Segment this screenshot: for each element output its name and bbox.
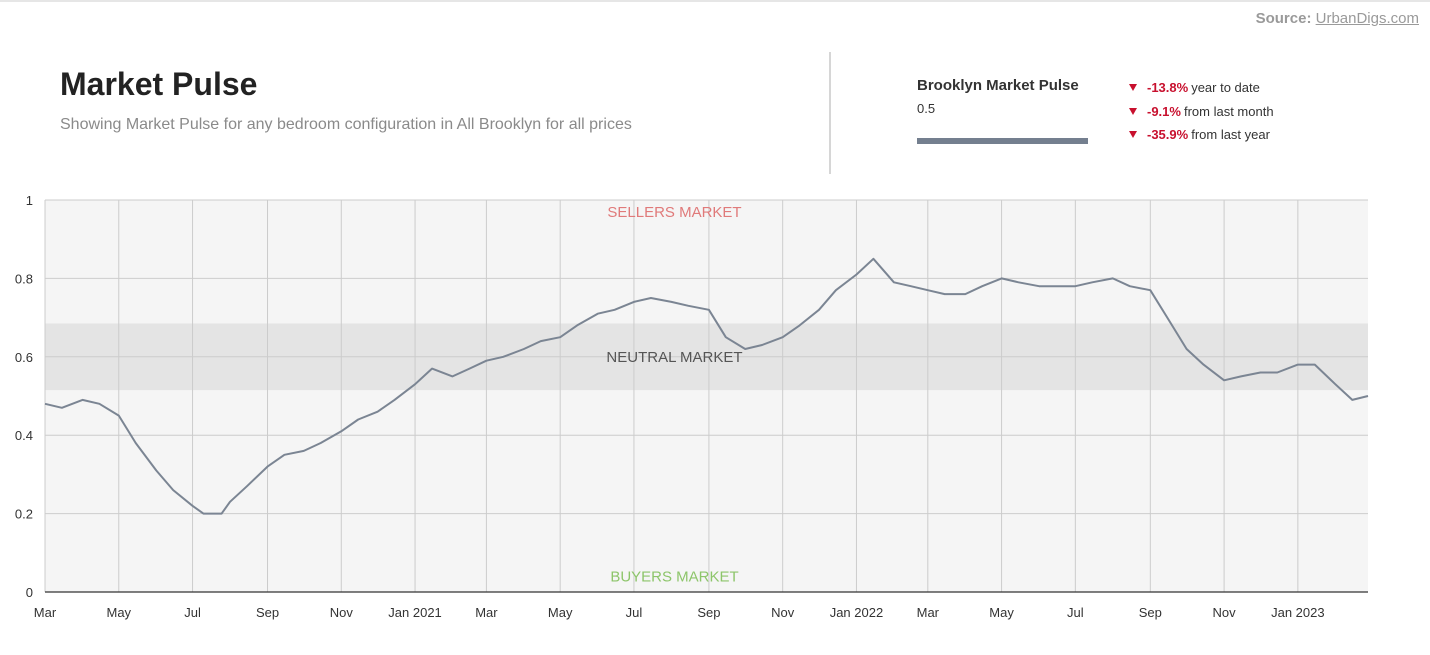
change-value: -9.1% xyxy=(1147,103,1181,119)
change-year: -35.9% from last year xyxy=(1129,127,1274,151)
x-tick-label: Jan 2023 xyxy=(1271,605,1325,620)
pulse-summary-title: Brooklyn Market Pulse xyxy=(917,77,1079,94)
change-value: -35.9% xyxy=(1147,127,1189,142)
x-tick-label: Jul xyxy=(184,605,201,620)
y-tick-label: 0.6 xyxy=(15,350,33,365)
y-tick-label: 0 xyxy=(26,585,33,600)
y-tick-label: 0.8 xyxy=(15,271,33,286)
x-tick-label: Mar xyxy=(475,605,498,620)
x-tick-label: Jan 2022 xyxy=(830,605,884,620)
change-label: from last month xyxy=(1183,103,1274,119)
change-label: from last year xyxy=(1191,127,1270,142)
header-divider xyxy=(829,52,831,174)
change-label: year to date xyxy=(1191,80,1260,95)
y-tick-label: 0.4 xyxy=(15,428,33,443)
page-title: Market Pulse xyxy=(60,66,258,102)
x-tick-label: Jul xyxy=(626,605,643,620)
x-tick-label: Jan 2021 xyxy=(388,605,442,620)
down-arrow-icon xyxy=(1129,107,1137,115)
top-rule xyxy=(0,0,1430,2)
change-list: -13.8% year to date -9.1% from last month … xyxy=(1129,80,1274,151)
zone-label: BUYERS MARKET xyxy=(610,568,738,585)
pulse-level-bar xyxy=(917,138,1088,144)
pulse-summary-value: 0.5 xyxy=(917,101,936,116)
x-tick-label: Nov xyxy=(771,605,795,620)
market-pulse-chart: 0 0.2 0.4 0.6 0.8 1 Mar May Jul Sep Nov Jan 2021 Mar… xyxy=(15,193,1369,620)
x-tick-label: Nov xyxy=(330,605,354,620)
x-tick-label: Sep xyxy=(1139,605,1162,620)
page-subtitle: Showing Market Pulse for any bedroom con… xyxy=(60,116,632,133)
x-tick-label: Sep xyxy=(697,605,720,620)
zone-label: NEUTRAL MARKET xyxy=(606,349,742,366)
y-tick-label: 0.2 xyxy=(15,507,33,522)
x-tick-label: May xyxy=(106,605,131,620)
x-tick-label: Mar xyxy=(917,605,940,620)
x-tick-label: Mar xyxy=(34,605,57,620)
change-month: -9.1% from last month xyxy=(1129,104,1274,128)
plot-background xyxy=(45,200,1368,592)
pulse-level-fill xyxy=(917,138,1088,144)
source-credit: Source: UrbanDigs.com xyxy=(1256,10,1419,27)
x-tick-label: Jul xyxy=(1067,605,1084,620)
source-link[interactable]: UrbanDigs.com xyxy=(1315,10,1419,27)
y-tick-label: 1 xyxy=(26,193,33,208)
change-ytd: -13.8% year to date xyxy=(1129,80,1274,104)
down-arrow-icon xyxy=(1129,84,1137,91)
change-value: -13.8% xyxy=(1147,80,1189,95)
zone-label: SELLERS MARKET xyxy=(607,204,741,221)
market-pulse-line xyxy=(44,257,1369,515)
x-tick-label: May xyxy=(989,605,1014,620)
source-label: Source: xyxy=(1255,10,1312,27)
x-tick-label: May xyxy=(548,605,573,620)
down-arrow-icon xyxy=(1129,131,1137,138)
x-tick-label: Nov xyxy=(1213,605,1237,620)
x-tick-label: Sep xyxy=(256,605,279,620)
